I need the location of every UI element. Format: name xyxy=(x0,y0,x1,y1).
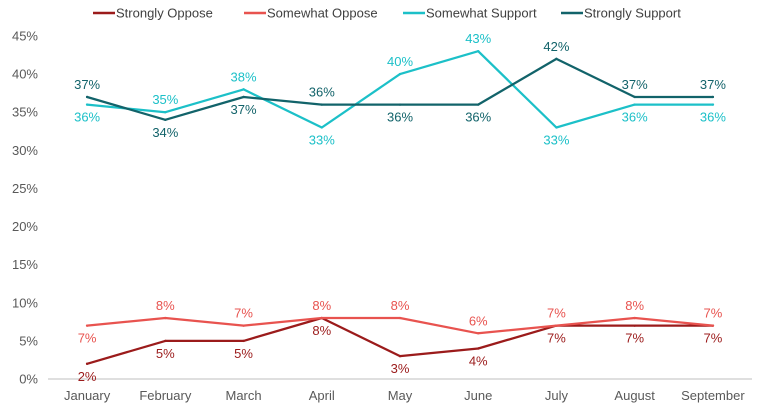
data-point xyxy=(477,347,480,350)
y-tick-label: 25% xyxy=(12,181,38,196)
data-point xyxy=(320,103,323,106)
y-tick-label: 45% xyxy=(12,29,38,44)
data-point xyxy=(398,72,402,76)
data-point xyxy=(555,324,558,327)
data-label: 36% xyxy=(309,85,335,100)
data-point xyxy=(85,95,89,99)
data-point xyxy=(555,126,558,129)
data-label: 7% xyxy=(547,331,566,346)
x-tick-label: January xyxy=(64,388,111,403)
data-point xyxy=(164,316,167,320)
data-label: 6% xyxy=(469,313,488,328)
y-tick-label: 10% xyxy=(12,295,38,310)
data-labels: 2% 5% 5% 8% 3% 4% 7% 7% 7% 7% 8% 7% 8% 8% 6% 7% 8% 7% 36% 3… xyxy=(74,31,726,384)
data-label: 42% xyxy=(543,39,569,54)
data-label: 37% xyxy=(700,77,726,92)
x-tick-label: April xyxy=(309,388,335,403)
data-point xyxy=(164,111,167,114)
legend-label: Somewhat Support xyxy=(426,6,537,21)
data-label: 36% xyxy=(387,110,413,125)
legend-label: Strongly Support xyxy=(584,6,681,21)
data-point xyxy=(85,324,89,327)
x-tick-label: May xyxy=(388,388,413,403)
data-label: 7% xyxy=(234,306,253,321)
x-tick-label: June xyxy=(464,388,492,403)
data-label: 4% xyxy=(469,354,488,369)
data-point xyxy=(633,95,636,99)
data-label: 37% xyxy=(622,77,648,92)
data-label: 33% xyxy=(309,132,335,147)
data-label: 35% xyxy=(152,92,178,107)
data-label: 8% xyxy=(625,298,644,313)
data-label: 38% xyxy=(231,69,257,84)
chart-legend: Strongly Oppose Somewhat Oppose Somewhat S… xyxy=(93,6,681,21)
data-point xyxy=(164,339,167,343)
data-label: 36% xyxy=(700,110,726,125)
data-point xyxy=(477,332,480,335)
data-point xyxy=(242,88,245,91)
data-point xyxy=(633,103,636,106)
data-point xyxy=(85,362,89,365)
data-point xyxy=(320,316,323,320)
data-label: 8% xyxy=(391,298,410,313)
data-label: 8% xyxy=(312,323,331,338)
data-point xyxy=(477,50,480,53)
data-point xyxy=(85,103,89,106)
data-label: 8% xyxy=(312,298,331,313)
y-axis: 0% 5% 10% 15% 20% 25% 30% 35% 40% 45% xyxy=(12,29,38,387)
y-tick-label: 0% xyxy=(19,372,38,387)
data-point xyxy=(398,103,402,106)
data-label: 7% xyxy=(547,306,566,321)
data-label: 33% xyxy=(543,132,569,147)
x-tick-label: August xyxy=(614,388,655,403)
y-tick-label: 5% xyxy=(19,333,38,348)
x-tick-label: July xyxy=(545,388,569,403)
legend-label: Strongly Oppose xyxy=(116,6,213,21)
data-label: 7% xyxy=(625,331,644,346)
x-tick-label: September xyxy=(681,388,745,403)
series-lines xyxy=(85,50,715,365)
data-label: 5% xyxy=(234,346,253,361)
legend-label: Somewhat Oppose xyxy=(267,6,378,21)
data-point xyxy=(320,126,323,129)
data-label: 36% xyxy=(74,110,100,125)
data-point xyxy=(242,95,245,99)
data-point xyxy=(164,118,167,122)
data-label: 40% xyxy=(387,54,413,69)
data-point xyxy=(711,103,715,106)
data-label: 7% xyxy=(703,306,722,321)
data-label: 3% xyxy=(391,361,410,376)
data-point xyxy=(711,95,715,99)
data-label: 5% xyxy=(156,346,175,361)
data-point xyxy=(477,103,480,106)
data-point xyxy=(398,316,402,320)
data-label: 2% xyxy=(78,369,97,384)
data-point xyxy=(242,339,245,343)
data-point xyxy=(633,316,636,320)
y-tick-label: 15% xyxy=(12,257,38,272)
y-tick-label: 35% xyxy=(12,105,38,120)
y-tick-label: 20% xyxy=(12,219,38,234)
data-label: 34% xyxy=(152,125,178,140)
data-point xyxy=(398,354,402,358)
data-label: 37% xyxy=(74,77,100,92)
data-label: 7% xyxy=(703,331,722,346)
x-tick-label: February xyxy=(139,388,192,403)
data-label: 36% xyxy=(465,110,491,125)
data-label: 43% xyxy=(465,31,491,46)
data-point xyxy=(633,324,636,327)
data-point xyxy=(711,324,715,327)
x-tick-label: March xyxy=(225,388,261,403)
y-tick-label: 40% xyxy=(12,67,38,82)
data-label: 8% xyxy=(156,298,175,313)
data-label: 36% xyxy=(622,110,648,125)
y-tick-label: 30% xyxy=(12,143,38,158)
x-axis: January February March April May June July Augu… xyxy=(48,378,752,403)
data-point xyxy=(555,57,558,61)
data-point xyxy=(242,324,245,327)
data-label: 7% xyxy=(78,331,97,346)
data-label: 37% xyxy=(231,102,257,117)
